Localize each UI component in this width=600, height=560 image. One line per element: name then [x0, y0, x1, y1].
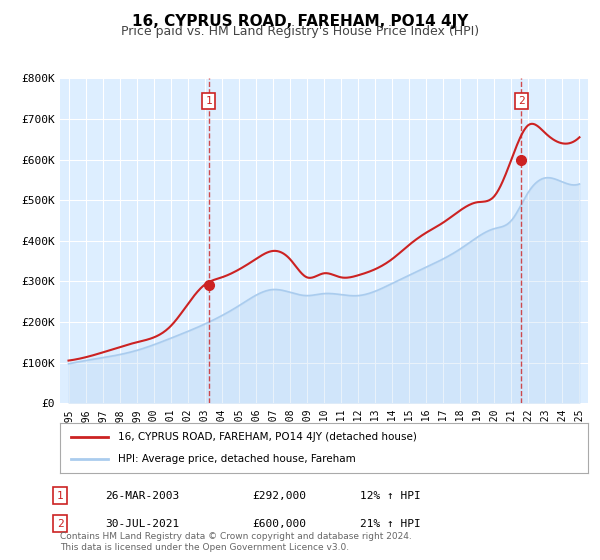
Text: 2: 2: [56, 519, 64, 529]
Text: Contains HM Land Registry data © Crown copyright and database right 2024.
This d: Contains HM Land Registry data © Crown c…: [60, 532, 412, 552]
Text: £292,000: £292,000: [252, 491, 306, 501]
Text: 26-MAR-2003: 26-MAR-2003: [105, 491, 179, 501]
Text: HPI: Average price, detached house, Fareham: HPI: Average price, detached house, Fare…: [118, 454, 356, 464]
Text: 21% ↑ HPI: 21% ↑ HPI: [360, 519, 421, 529]
Text: £600,000: £600,000: [252, 519, 306, 529]
Text: 1: 1: [56, 491, 64, 501]
Text: 12% ↑ HPI: 12% ↑ HPI: [360, 491, 421, 501]
Text: Price paid vs. HM Land Registry's House Price Index (HPI): Price paid vs. HM Land Registry's House …: [121, 25, 479, 38]
Text: 16, CYPRUS ROAD, FAREHAM, PO14 4JY (detached house): 16, CYPRUS ROAD, FAREHAM, PO14 4JY (deta…: [118, 432, 417, 442]
Text: 16, CYPRUS ROAD, FAREHAM, PO14 4JY: 16, CYPRUS ROAD, FAREHAM, PO14 4JY: [132, 14, 468, 29]
Text: 1: 1: [205, 96, 212, 106]
Text: 2: 2: [518, 96, 524, 106]
Text: 30-JUL-2021: 30-JUL-2021: [105, 519, 179, 529]
